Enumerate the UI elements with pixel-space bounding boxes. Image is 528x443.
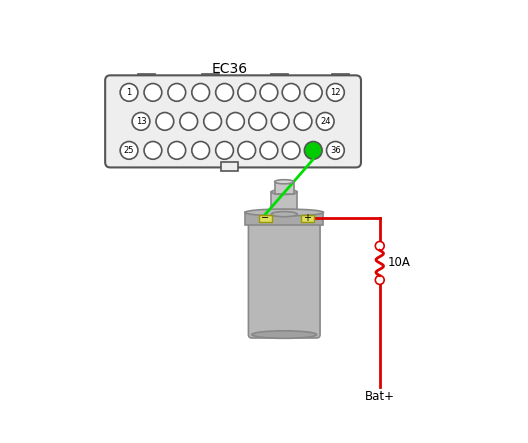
Circle shape: [204, 113, 221, 130]
Bar: [271, 74, 288, 82]
Ellipse shape: [252, 331, 317, 338]
Circle shape: [271, 113, 289, 130]
Circle shape: [227, 113, 244, 130]
Circle shape: [326, 84, 344, 101]
Bar: [275, 182, 294, 194]
Text: 13: 13: [136, 117, 146, 126]
Bar: [300, 214, 314, 222]
Circle shape: [168, 141, 186, 159]
Circle shape: [192, 84, 210, 101]
Text: 12: 12: [330, 88, 341, 97]
Text: EC36: EC36: [212, 62, 248, 76]
Bar: [245, 213, 324, 225]
Circle shape: [316, 113, 334, 130]
Bar: [138, 74, 155, 82]
Ellipse shape: [271, 212, 297, 217]
Circle shape: [260, 141, 278, 159]
Bar: [221, 162, 238, 171]
Ellipse shape: [245, 209, 324, 216]
Circle shape: [238, 84, 256, 101]
Circle shape: [304, 84, 322, 101]
Circle shape: [180, 113, 197, 130]
Text: 36: 36: [330, 146, 341, 155]
Ellipse shape: [275, 180, 294, 184]
Circle shape: [215, 84, 233, 101]
Circle shape: [294, 113, 312, 130]
Bar: [271, 192, 297, 214]
Text: +: +: [303, 213, 311, 223]
FancyBboxPatch shape: [249, 218, 320, 338]
Text: 24: 24: [320, 117, 331, 126]
Circle shape: [249, 113, 267, 130]
Circle shape: [192, 141, 210, 159]
Circle shape: [238, 141, 256, 159]
Circle shape: [144, 84, 162, 101]
Circle shape: [260, 84, 278, 101]
Circle shape: [375, 241, 384, 250]
FancyBboxPatch shape: [105, 75, 361, 167]
Circle shape: [168, 84, 186, 101]
Text: 25: 25: [124, 146, 134, 155]
Circle shape: [144, 141, 162, 159]
Circle shape: [120, 141, 138, 159]
Bar: [332, 74, 349, 82]
Circle shape: [156, 113, 174, 130]
Text: 10A: 10A: [387, 256, 410, 269]
Bar: [202, 74, 220, 82]
Bar: [259, 214, 271, 222]
Text: 1: 1: [126, 88, 131, 97]
Circle shape: [132, 113, 150, 130]
Circle shape: [304, 141, 322, 159]
Text: Bat+: Bat+: [365, 390, 395, 403]
Ellipse shape: [271, 190, 297, 194]
Circle shape: [326, 141, 344, 159]
Circle shape: [120, 84, 138, 101]
Circle shape: [215, 141, 233, 159]
Text: −: −: [261, 213, 269, 223]
Circle shape: [282, 84, 300, 101]
Circle shape: [375, 276, 384, 284]
Circle shape: [282, 141, 300, 159]
